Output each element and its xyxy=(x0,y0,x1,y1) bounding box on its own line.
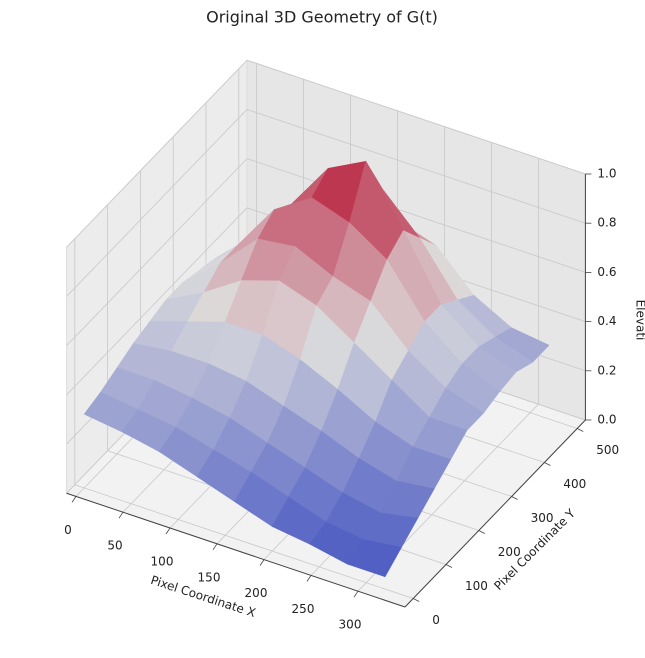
y-tick-label: 100 xyxy=(465,579,488,593)
x-tick-label: 0 xyxy=(64,523,72,537)
grid-line xyxy=(66,109,248,297)
y-tick-label: 500 xyxy=(596,443,619,457)
y-axis xyxy=(404,419,586,608)
surface xyxy=(83,160,550,578)
tick-mark xyxy=(413,598,420,602)
tick-mark xyxy=(511,496,518,500)
z-tick-label: 0.6 xyxy=(597,265,616,279)
tick-mark xyxy=(353,590,359,598)
tick-mark xyxy=(544,462,551,466)
tick-mark xyxy=(445,564,453,568)
tick-mark xyxy=(259,559,265,566)
grid-line xyxy=(74,484,414,599)
x-tick-label: 150 xyxy=(198,570,221,584)
z-tick-label: 0.2 xyxy=(597,363,616,377)
z-tick-label: 0.0 xyxy=(597,413,616,427)
tick-mark xyxy=(478,530,485,534)
y-tick-label: 0 xyxy=(432,613,440,627)
tick-mark xyxy=(118,511,124,519)
tick-mark xyxy=(71,496,77,503)
tick-mark xyxy=(306,575,312,582)
grid-line xyxy=(66,158,248,346)
x-axis xyxy=(66,492,406,608)
z-tick-label: 0.4 xyxy=(597,314,616,328)
x-tick-label: 250 xyxy=(292,602,315,616)
grid-line xyxy=(246,59,586,175)
grid-line xyxy=(246,158,586,273)
grid-line xyxy=(66,207,248,396)
z-axis-label: Elevati xyxy=(634,300,645,341)
x-tick-label: 100 xyxy=(151,555,174,569)
y-tick-label: 200 xyxy=(498,545,521,559)
z-tick-label: 0.8 xyxy=(597,216,616,230)
x-tick-label: 200 xyxy=(245,586,268,600)
chart-title: Original 3D Geometry of G(t) xyxy=(206,8,438,27)
z-tick-label: 1.0 xyxy=(597,167,616,181)
y-tick-label: 300 xyxy=(531,511,554,525)
x-tick-label: 300 xyxy=(339,618,362,632)
surface-cell xyxy=(346,539,402,578)
tick-mark xyxy=(212,543,218,551)
grid-line xyxy=(66,59,248,248)
grid-line xyxy=(246,109,586,224)
y-tick-label: 400 xyxy=(563,477,586,491)
tick-mark xyxy=(165,527,171,535)
tick-mark xyxy=(577,428,584,432)
x-tick-label: 50 xyxy=(107,539,122,553)
